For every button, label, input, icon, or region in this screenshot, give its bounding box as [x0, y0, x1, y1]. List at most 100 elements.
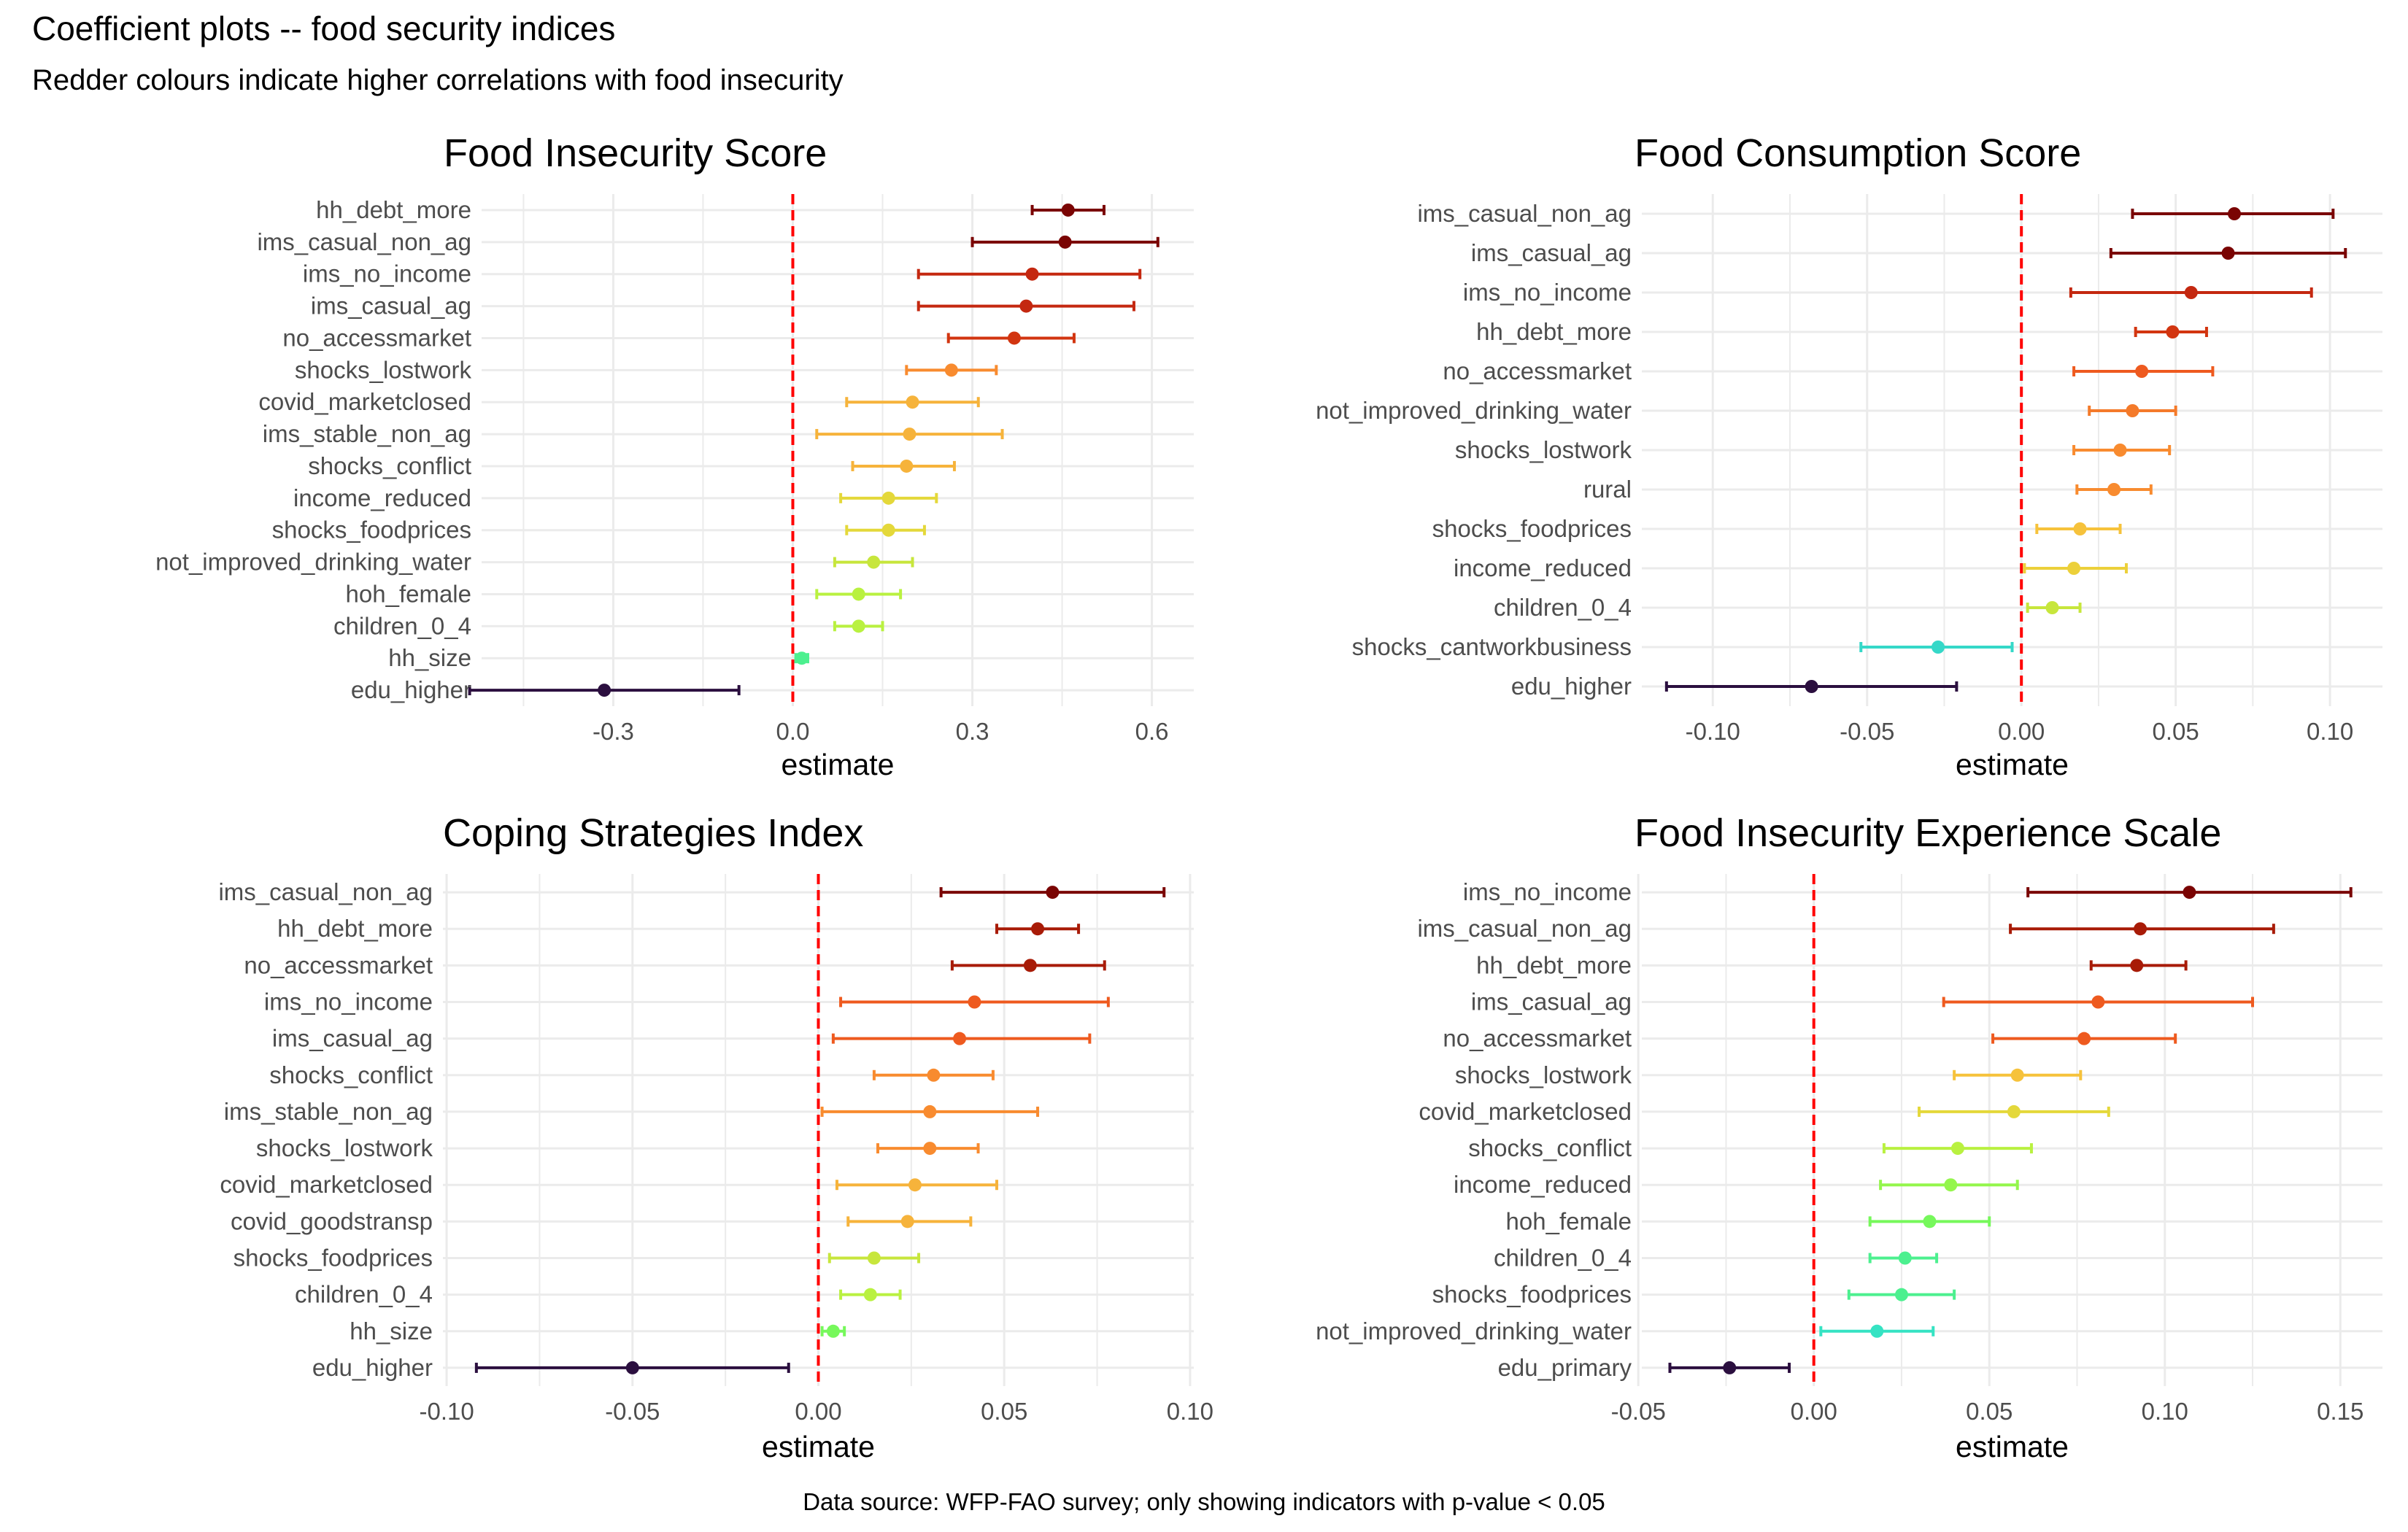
estimate-point — [2228, 207, 2241, 220]
y-tick-label: covid_marketclosed — [258, 388, 471, 415]
x-tick-label: -0.3 — [593, 718, 634, 745]
x-axis-label: estimate — [1956, 748, 2069, 781]
estimate-point — [881, 523, 895, 537]
coefficient-children_0_4 — [1868, 1251, 1939, 1265]
estimate-point — [826, 1324, 840, 1338]
x-tick-label: 0.05 — [981, 1398, 1027, 1425]
estimate-point — [2107, 483, 2121, 496]
coefficient-shocks_lostwork — [2072, 444, 2172, 457]
coefficient-ims_casual_non_ag — [2009, 922, 2275, 936]
x-axis-label: estimate — [762, 1430, 875, 1463]
figure-title: Coefficient plots -- food security indic… — [32, 9, 616, 47]
y-tick-label: ims_casual_ag — [1471, 989, 1632, 1015]
estimate-point — [903, 428, 916, 441]
y-tick-label: edu_higher — [1511, 673, 1632, 700]
coefficient-covid_marketclosed — [1918, 1104, 2110, 1118]
estimate-point — [852, 587, 865, 601]
y-tick-label: income_reduced — [1454, 554, 1632, 581]
estimate-point — [923, 1104, 937, 1118]
coefficient-not_improved_drinking_water — [1819, 1324, 1935, 1338]
estimate-point — [1046, 886, 1060, 900]
y-tick-label: hoh_female — [1506, 1207, 1632, 1234]
estimate-point — [927, 1068, 941, 1082]
coefficient-edu_higher — [1664, 680, 1959, 693]
coefficient-children_0_4 — [2026, 601, 2082, 614]
coefficient-ims_casual_non_ag — [970, 235, 1159, 249]
coefficient-not_improved_drinking_water — [2088, 404, 2177, 417]
y-tick-label: ims_stable_non_ag — [263, 420, 471, 447]
estimate-point — [881, 491, 895, 505]
estimate-point — [2221, 247, 2235, 260]
y-tick-label: shocks_conflict — [308, 452, 471, 479]
x-tick-label: 0.00 — [795, 1398, 841, 1425]
y-tick-label: covid_marketclosed — [1419, 1098, 1632, 1125]
estimate-point — [863, 1288, 877, 1301]
coefficient-ims_casual_non_ag — [2131, 207, 2335, 220]
coefficient-shocks_cantworkbusiness — [1859, 641, 2014, 654]
estimate-point — [1058, 235, 1072, 249]
estimate-point — [2010, 1068, 2024, 1082]
y-tick-label: shocks_lostwork — [1455, 1061, 1632, 1088]
coefficient-shocks_conflict — [851, 459, 956, 473]
y-tick-label: income_reduced — [1454, 1171, 1632, 1198]
estimate-point — [1898, 1251, 1912, 1265]
estimate-point — [795, 651, 809, 665]
y-tick-label: hh_debt_more — [277, 915, 433, 942]
y-tick-label: shocks_cantworkbusiness — [1352, 633, 1632, 660]
estimate-point — [2135, 365, 2149, 378]
coefficient-ims_no_income — [2026, 886, 2353, 900]
coefficient-shocks_foodprices — [827, 1251, 921, 1265]
estimate-point — [852, 619, 865, 633]
y-tick-label: shocks_lostwork — [1455, 436, 1632, 463]
x-tick-label: 0.10 — [2142, 1398, 2188, 1425]
y-tick-label: ims_no_income — [264, 989, 433, 1015]
estimate-point — [867, 1251, 881, 1265]
y-tick-label: shocks_foodprices — [1432, 515, 1632, 542]
coefficient-no_accessmarket — [950, 959, 1106, 972]
estimate-point — [2045, 601, 2059, 614]
coefficient-no_accessmarket — [1991, 1032, 2177, 1045]
estimate-point — [2091, 995, 2105, 1009]
estimate-point — [1894, 1288, 1908, 1301]
y-tick-label: not_improved_drinking_water — [1316, 397, 1632, 424]
panel-title: Coping Strategies Index — [443, 811, 863, 855]
y-tick-label: shocks_foodprices — [272, 517, 471, 543]
y-tick-label: ims_casual_ag — [1471, 239, 1632, 266]
y-tick-label: shocks_foodprices — [1432, 1281, 1632, 1308]
x-tick-label: 0.05 — [2153, 718, 2199, 745]
estimate-point — [2073, 522, 2087, 535]
y-tick-label: children_0_4 — [1494, 1245, 1632, 1272]
coefficient-children_0_4 — [839, 1288, 902, 1301]
x-tick-label: -0.05 — [605, 1398, 660, 1425]
y-tick-label: no_accessmarket — [1443, 1025, 1632, 1052]
coefficient-covid_marketclosed — [835, 1178, 999, 1192]
x-tick-label: 0.10 — [1167, 1398, 1213, 1425]
coefficient-shocks_foodprices — [845, 523, 926, 537]
y-tick-label: ims_casual_non_ag — [257, 228, 471, 255]
estimate-point — [953, 1032, 967, 1045]
x-tick-label: 0.05 — [1966, 1398, 2013, 1425]
estimate-point — [906, 395, 919, 409]
y-tick-label: shocks_lostwork — [295, 356, 472, 383]
coefficient-ims_no_income — [916, 267, 1142, 281]
coefficient-covid_marketclosed — [845, 395, 980, 409]
x-axis-label: estimate — [782, 748, 895, 781]
coefficient-hoh_female — [1868, 1215, 1991, 1229]
estimate-point — [908, 1178, 922, 1192]
coefficient-ims_no_income — [839, 995, 1110, 1009]
x-tick-label: 0.3 — [956, 718, 989, 745]
coefficient-ims_casual_ag — [916, 299, 1135, 313]
coefficient-shocks_foodprices — [2035, 522, 2122, 535]
y-tick-label: edu_higher — [312, 1354, 433, 1381]
estimate-point — [625, 1361, 639, 1374]
x-axis-label: estimate — [1956, 1430, 2069, 1463]
y-tick-label: hh_debt_more — [1476, 951, 1632, 978]
coefficient-shocks_foodprices — [1847, 1288, 1956, 1301]
panel-food-consumption-score: ims_casual_non_ag ims_casual_ag ims_no_inc… — [1316, 131, 2382, 781]
panel-title: Food Insecurity Score — [444, 131, 827, 175]
estimate-point — [1723, 1361, 1737, 1374]
y-tick-label: shocks_foodprices — [234, 1245, 433, 1272]
estimate-point — [2184, 286, 2198, 299]
x-tick-label: 0.0 — [776, 718, 810, 745]
